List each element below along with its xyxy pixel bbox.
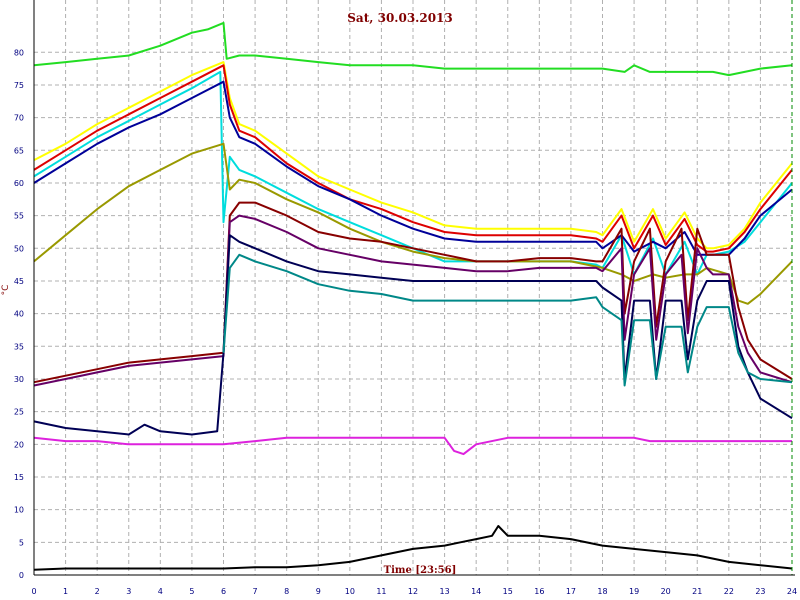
x-tick-label: 9 <box>316 587 321 596</box>
x-tick-label: 0 <box>31 587 36 596</box>
x-tick-label: 3 <box>126 587 131 596</box>
x-tick-label: 2 <box>95 587 100 596</box>
y-tick-label: 25 <box>14 408 24 417</box>
y-tick-label: 15 <box>14 473 24 482</box>
series-line-11 <box>33 436 792 456</box>
x-tick-label: 13 <box>439 587 449 596</box>
series-line-5 <box>33 80 793 256</box>
x-axis-label: Time [23:56] <box>384 565 457 576</box>
chart-title: Sat, 30.03.2013 <box>347 11 453 25</box>
y-tick-label: 80 <box>14 48 24 57</box>
y-tick-label: 70 <box>14 114 24 123</box>
y-tick-label: 40 <box>14 310 24 319</box>
y-axis-label: °C <box>1 285 11 296</box>
x-tick-label: 15 <box>503 587 513 596</box>
x-tick-label: 22 <box>724 587 734 596</box>
x-tick-label: 8 <box>284 587 289 596</box>
series-line-10 <box>222 253 793 387</box>
x-tick-label: 17 <box>566 587 576 596</box>
x-tick-label: 10 <box>345 587 355 596</box>
y-tick-label: 45 <box>14 277 24 286</box>
x-tick-label: 1 <box>63 587 68 596</box>
y-tick-label: 10 <box>14 506 24 515</box>
y-tick-label: 35 <box>14 342 24 351</box>
series-line-3 <box>33 64 793 253</box>
x-tick-label: 4 <box>158 587 163 596</box>
x-tick-label: 16 <box>534 587 544 596</box>
y-tick-label: 50 <box>14 244 24 253</box>
series-line-1 <box>33 21 793 77</box>
series-line-12 <box>33 525 793 571</box>
tick-labels: 0 1 2 3 4 5 6 7 8 9 10 11 12 13 14 15 16 17 18 19 20 21 22 23 24… <box>14 48 797 596</box>
x-tick-label: 11 <box>376 587 386 596</box>
x-tick-label: 19 <box>629 587 639 596</box>
x-tick-label: 20 <box>661 587 671 596</box>
y-tick-label: 0 <box>19 571 24 580</box>
y-tick-label: 5 <box>19 538 24 547</box>
x-tick-label: 7 <box>253 587 258 596</box>
x-tick-label: 5 <box>189 587 194 596</box>
x-tick-label: 23 <box>755 587 765 596</box>
series-line-9 <box>33 234 793 436</box>
y-tick-label: 60 <box>14 179 24 188</box>
x-tick-label: 14 <box>471 587 481 596</box>
x-tick-label: 6 <box>221 587 226 596</box>
y-tick-label: 30 <box>14 375 24 384</box>
series-layer <box>33 21 793 571</box>
x-tick-label: 24 <box>787 587 797 596</box>
y-tick-label: 75 <box>14 81 24 90</box>
y-tick-label: 20 <box>14 440 24 449</box>
x-tick-label: 12 <box>408 587 418 596</box>
y-tick-label: 65 <box>14 146 24 155</box>
x-tick-label: 21 <box>692 587 702 596</box>
y-tick-label: 55 <box>14 212 24 221</box>
x-tick-label: 18 <box>597 587 607 596</box>
